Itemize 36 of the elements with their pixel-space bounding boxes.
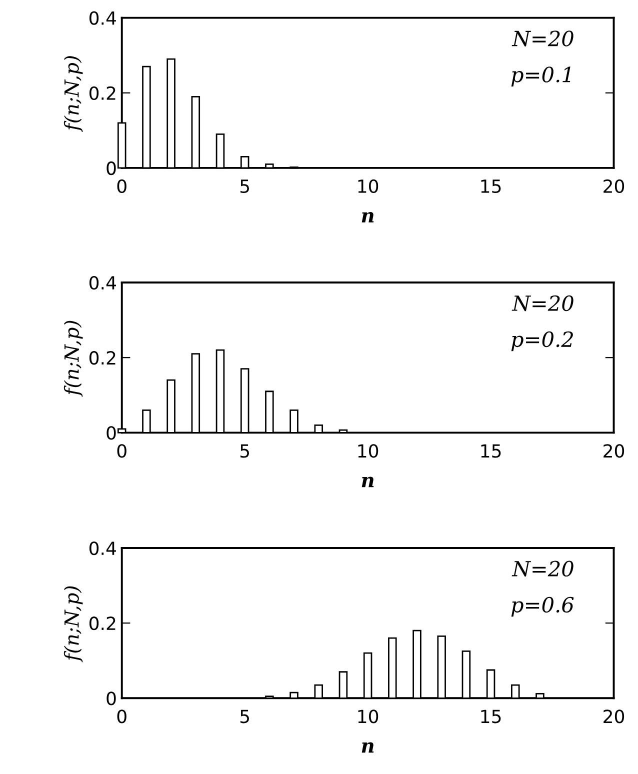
x-tick-label: 15 xyxy=(481,444,501,458)
x-tick-label: 20 xyxy=(604,179,624,194)
x-axis-title: n xyxy=(362,476,374,488)
y-axis-title: f(n;N,p) xyxy=(64,320,83,397)
y-tick-label: 0.4 xyxy=(89,276,116,290)
x-tick-label: 5 xyxy=(240,180,249,194)
annotation: p=0.1 xyxy=(511,66,570,86)
annotation: p=0.6 xyxy=(511,596,574,617)
y-tick-label: 0.4 xyxy=(89,541,116,556)
x-tick-label: 15 xyxy=(481,710,501,724)
x-tick-label: 20 xyxy=(604,444,624,458)
annotation: N=20 xyxy=(512,30,574,46)
x-tick-label: 0 xyxy=(117,179,126,194)
x-axis-title: n xyxy=(362,742,374,753)
x-tick-label: 20 xyxy=(604,710,624,724)
x-tick-label: 15 xyxy=(481,180,501,194)
annotation: N=20 xyxy=(512,560,574,577)
y-tick-label: 0.2 xyxy=(89,351,116,365)
x-tick-label: 10 xyxy=(358,444,378,458)
x-tick-label: 5 xyxy=(240,710,249,724)
annotation: p=0.2 xyxy=(511,331,573,352)
y-axis-title: f(n;N,p) xyxy=(64,56,83,132)
y-tick-label: 0 xyxy=(106,161,116,176)
x-tick-label: 0 xyxy=(117,710,126,724)
y-tick-label: 0.4 xyxy=(89,11,116,25)
y-axis-title: f(n;N,p) xyxy=(64,586,83,662)
x-tick-label: 0 xyxy=(117,444,126,458)
y-tick-label: 0.2 xyxy=(89,86,116,100)
x-tick-label: 10 xyxy=(358,179,378,194)
y-tick-label: 0 xyxy=(106,426,116,440)
x-tick-label: 5 xyxy=(240,444,249,458)
y-tick-label: 0 xyxy=(106,692,116,706)
annotation: N=20 xyxy=(512,295,574,312)
x-tick-label: 10 xyxy=(358,710,378,724)
y-tick-label: 0.2 xyxy=(89,616,116,630)
x-axis-title: n xyxy=(362,212,374,222)
